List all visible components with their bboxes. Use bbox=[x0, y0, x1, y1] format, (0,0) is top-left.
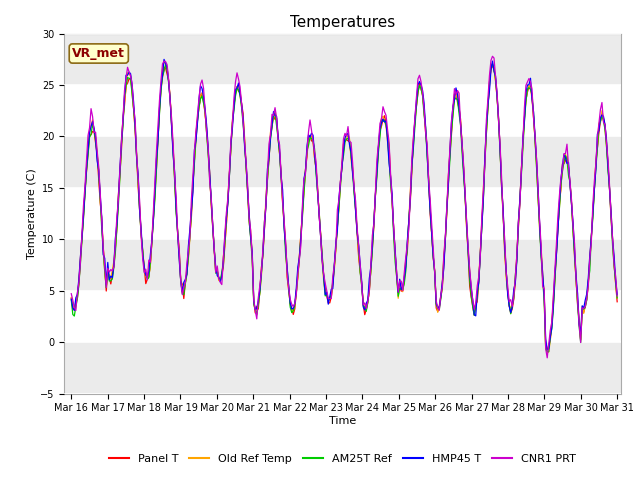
Panel T bbox=[543, 347, 551, 353]
HMP45 T bbox=[613, 291, 621, 297]
Old Ref Temp bbox=[259, 250, 267, 256]
CNR1 PRT bbox=[488, 53, 496, 59]
Panel T bbox=[248, 253, 256, 259]
CNR1 PRT bbox=[67, 291, 75, 297]
Bar bbox=[64, 34, 621, 85]
AM25T Ref bbox=[613, 295, 621, 301]
Panel T bbox=[257, 265, 265, 271]
Line: AM25T Ref: AM25T Ref bbox=[71, 64, 617, 352]
HMP45 T bbox=[543, 347, 551, 353]
Bar bbox=[64, 342, 621, 394]
Panel T bbox=[134, 185, 142, 191]
CNR1 PRT bbox=[306, 117, 314, 123]
Old Ref Temp bbox=[250, 300, 257, 305]
Old Ref Temp bbox=[160, 58, 168, 64]
Panel T bbox=[613, 299, 621, 305]
AM25T Ref bbox=[67, 297, 75, 303]
Legend: Panel T, Old Ref Temp, AM25T Ref, HMP45 T, CNR1 PRT: Panel T, Old Ref Temp, AM25T Ref, HMP45 … bbox=[104, 450, 580, 468]
Line: HMP45 T: HMP45 T bbox=[71, 60, 617, 350]
Line: CNR1 PRT: CNR1 PRT bbox=[71, 56, 617, 358]
HMP45 T bbox=[250, 298, 257, 303]
Y-axis label: Temperature (C): Temperature (C) bbox=[27, 168, 37, 259]
Panel T bbox=[67, 296, 75, 301]
CNR1 PRT bbox=[613, 293, 621, 299]
AM25T Ref bbox=[488, 61, 496, 67]
AM25T Ref bbox=[248, 258, 256, 264]
CNR1 PRT bbox=[257, 270, 265, 276]
AM25T Ref bbox=[134, 178, 142, 184]
Panel T bbox=[230, 104, 238, 109]
Old Ref Temp bbox=[543, 349, 551, 355]
HMP45 T bbox=[586, 253, 594, 259]
HMP45 T bbox=[308, 130, 316, 136]
Title: Temperatures: Temperatures bbox=[290, 15, 395, 30]
X-axis label: Time: Time bbox=[329, 416, 356, 426]
AM25T Ref bbox=[586, 268, 594, 274]
HMP45 T bbox=[259, 250, 267, 256]
Old Ref Temp bbox=[586, 255, 594, 261]
Panel T bbox=[586, 258, 594, 264]
HMP45 T bbox=[160, 57, 168, 62]
AM25T Ref bbox=[306, 135, 314, 141]
HMP45 T bbox=[134, 172, 142, 178]
AM25T Ref bbox=[230, 107, 238, 112]
Line: Panel T: Panel T bbox=[71, 66, 617, 350]
Old Ref Temp bbox=[613, 296, 621, 301]
Panel T bbox=[488, 63, 496, 69]
Old Ref Temp bbox=[308, 133, 316, 139]
CNR1 PRT bbox=[586, 256, 594, 262]
Old Ref Temp bbox=[134, 180, 142, 186]
AM25T Ref bbox=[545, 349, 552, 355]
HMP45 T bbox=[67, 296, 75, 302]
Bar bbox=[64, 240, 621, 291]
CNR1 PRT bbox=[230, 95, 238, 100]
Old Ref Temp bbox=[67, 295, 75, 300]
CNR1 PRT bbox=[134, 176, 142, 182]
Line: Old Ref Temp: Old Ref Temp bbox=[71, 61, 617, 352]
CNR1 PRT bbox=[248, 254, 256, 260]
Old Ref Temp bbox=[232, 91, 239, 97]
Bar bbox=[64, 136, 621, 188]
Text: VR_met: VR_met bbox=[72, 47, 125, 60]
AM25T Ref bbox=[257, 271, 265, 277]
Panel T bbox=[306, 133, 314, 139]
HMP45 T bbox=[232, 87, 239, 93]
CNR1 PRT bbox=[543, 355, 551, 360]
